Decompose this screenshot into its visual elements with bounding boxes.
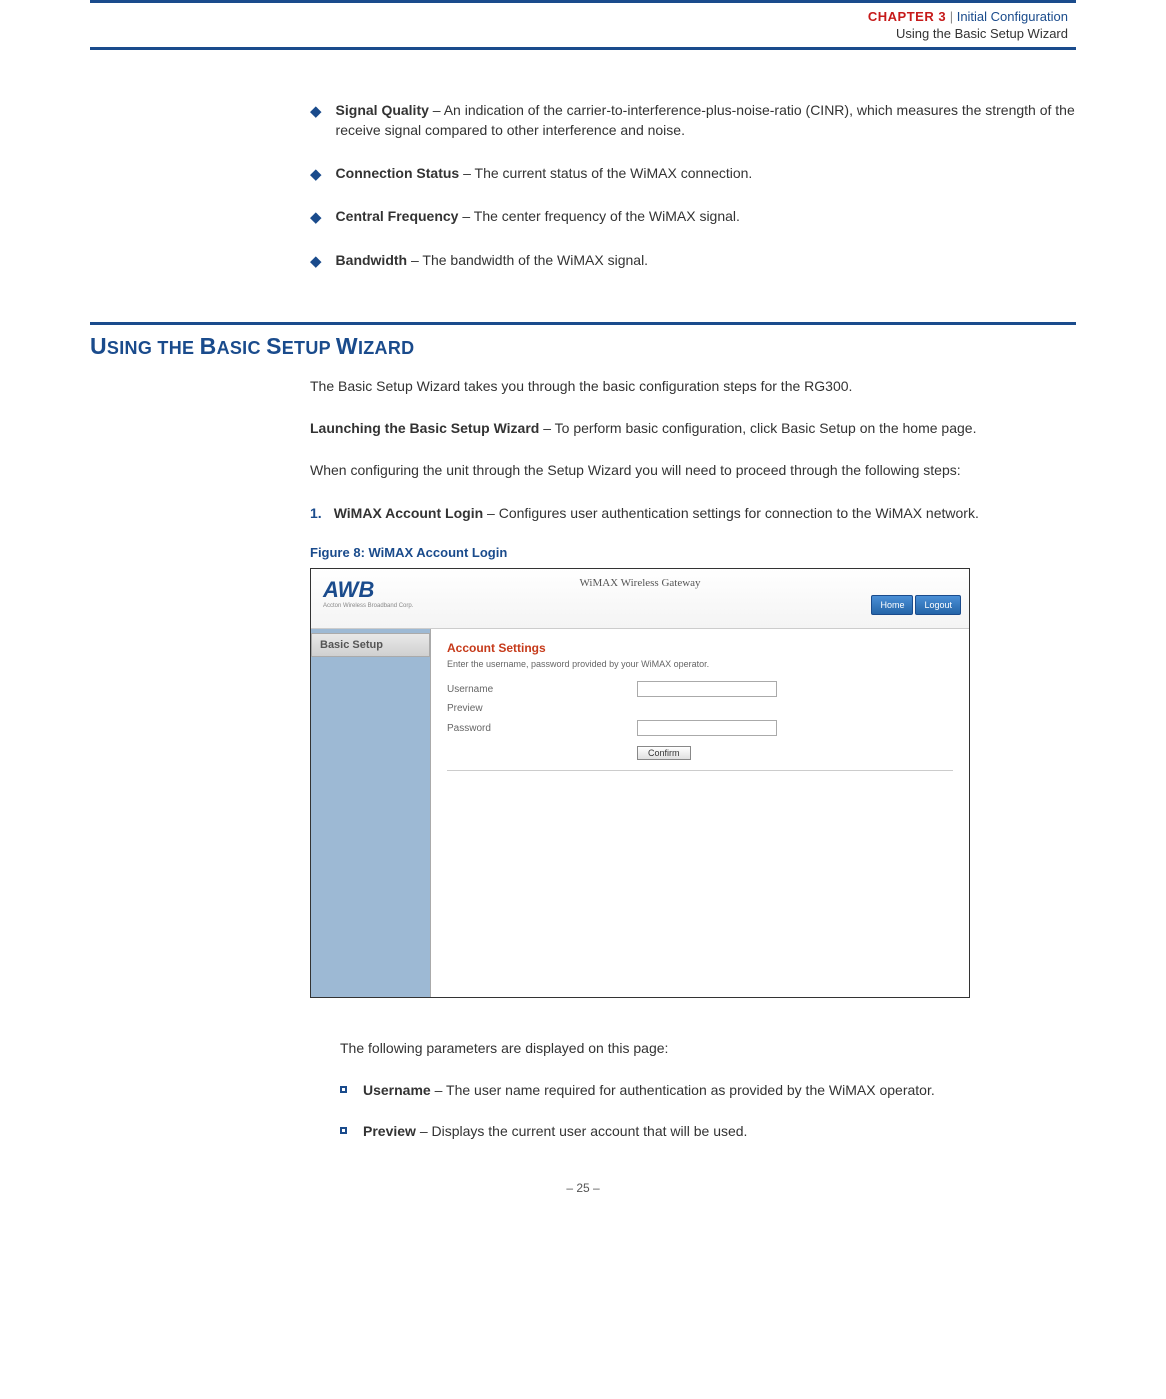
- embedded-screenshot: AWB Accton Wireless Broadband Corp. WiMA…: [310, 568, 970, 998]
- bullet-desc: – The center frequency of the WiMAX sign…: [458, 208, 739, 224]
- form-row-username: Username: [447, 681, 953, 697]
- bullet-term: Username: [363, 1082, 431, 1098]
- panel-title: Account Settings: [447, 641, 953, 655]
- list-item: ◆ Connection Status – The current status…: [310, 163, 1076, 185]
- preview-label: Preview: [447, 703, 637, 714]
- header-title: Initial Configuration: [957, 9, 1068, 24]
- awb-logo: AWB Accton Wireless Broadband Corp.: [323, 577, 413, 609]
- top-rule: [90, 0, 1076, 3]
- ss-title: WiMAX Wireless Gateway: [579, 577, 700, 589]
- bullet-term: Connection Status: [336, 165, 460, 181]
- params-lead: The following parameters are displayed o…: [340, 1038, 1076, 1058]
- confirm-button[interactable]: Confirm: [637, 746, 691, 760]
- form-row-preview: Preview: [447, 703, 953, 714]
- diamond-bullet-icon: ◆: [310, 207, 322, 229]
- ss-nav-buttons: Home Logout: [871, 595, 961, 615]
- bullet-desc: – The bandwidth of the WiMAX signal.: [407, 252, 648, 268]
- bullet-desc: – The user name required for authenticat…: [431, 1082, 935, 1098]
- header-sep: |: [950, 9, 953, 24]
- panel-subtitle: Enter the username, password provided by…: [447, 659, 953, 669]
- list-item: ◆ Central Frequency – The center frequen…: [310, 206, 1076, 228]
- logout-button[interactable]: Logout: [915, 595, 961, 615]
- home-button[interactable]: Home: [871, 595, 913, 615]
- diamond-bullet-icon: ◆: [310, 101, 322, 142]
- password-input[interactable]: [637, 720, 777, 736]
- bullet-term: Bandwidth: [336, 252, 408, 268]
- intro-paragraph: The Basic Setup Wizard takes you through…: [310, 376, 1076, 396]
- header-chapter: CHAPTER 3: [868, 9, 946, 24]
- square-bullet-icon: [340, 1086, 347, 1093]
- bullet-term: Central Frequency: [336, 208, 459, 224]
- step-desc: – Configures user authentication setting…: [483, 505, 979, 521]
- username-label: Username: [447, 684, 637, 695]
- ss-body: Basic Setup Account Settings Enter the u…: [311, 629, 969, 997]
- bullet-list: ◆ Signal Quality – An indication of the …: [310, 100, 1076, 272]
- launch-desc: – To perform basic configuration, click …: [539, 420, 976, 436]
- bullet-desc: – Displays the current user account that…: [416, 1123, 748, 1139]
- numbered-item: 1. WiMAX Account Login – Configures user…: [310, 503, 1076, 523]
- bullet-desc: – An indication of the carrier-to-interf…: [336, 102, 1075, 138]
- sidebar-item-basic-setup[interactable]: Basic Setup: [311, 633, 430, 657]
- page-number: – 25 –: [90, 1181, 1076, 1195]
- header-bottom-rule: [90, 47, 1076, 50]
- launch-term: Launching the Basic Setup Wizard: [310, 420, 539, 436]
- when-paragraph: When configuring the unit through the Se…: [310, 460, 1076, 480]
- square-bullet-icon: [340, 1127, 347, 1134]
- list-item: ◆ Signal Quality – An indication of the …: [310, 100, 1076, 141]
- diamond-bullet-icon: ◆: [310, 251, 322, 273]
- header-line: CHAPTER 3 | Initial Configuration: [90, 5, 1076, 26]
- list-item: Username – The user name required for au…: [340, 1080, 1076, 1100]
- square-bullet-list: Username – The user name required for au…: [340, 1080, 1076, 1141]
- section-rule: [90, 322, 1076, 325]
- password-label: Password: [447, 723, 637, 734]
- header-subtitle: Using the Basic Setup Wizard: [90, 26, 1076, 47]
- panel-divider: [447, 770, 953, 771]
- launch-paragraph: Launching the Basic Setup Wizard – To pe…: [310, 418, 1076, 438]
- step-number: 1.: [310, 503, 322, 523]
- list-item: Preview – Displays the current user acco…: [340, 1121, 1076, 1141]
- step-term: WiMAX Account Login: [334, 505, 483, 521]
- ss-sidebar: Basic Setup: [311, 629, 431, 997]
- ss-header: AWB Accton Wireless Broadband Corp. WiMA…: [311, 569, 969, 629]
- bullet-term: Preview: [363, 1123, 416, 1139]
- figure-caption: Figure 8: WiMAX Account Login: [310, 545, 1076, 560]
- list-item: ◆ Bandwidth – The bandwidth of the WiMAX…: [310, 250, 1076, 272]
- ss-main: Account Settings Enter the username, pas…: [431, 629, 969, 997]
- bullet-term: Signal Quality: [336, 102, 429, 118]
- username-input[interactable]: [637, 681, 777, 697]
- bullet-desc: – The current status of the WiMAX connec…: [459, 165, 752, 181]
- diamond-bullet-icon: ◆: [310, 164, 322, 186]
- section-heading: USING THE BASIC SETUP WIZARD: [90, 333, 1076, 360]
- form-row-password: Password: [447, 720, 953, 736]
